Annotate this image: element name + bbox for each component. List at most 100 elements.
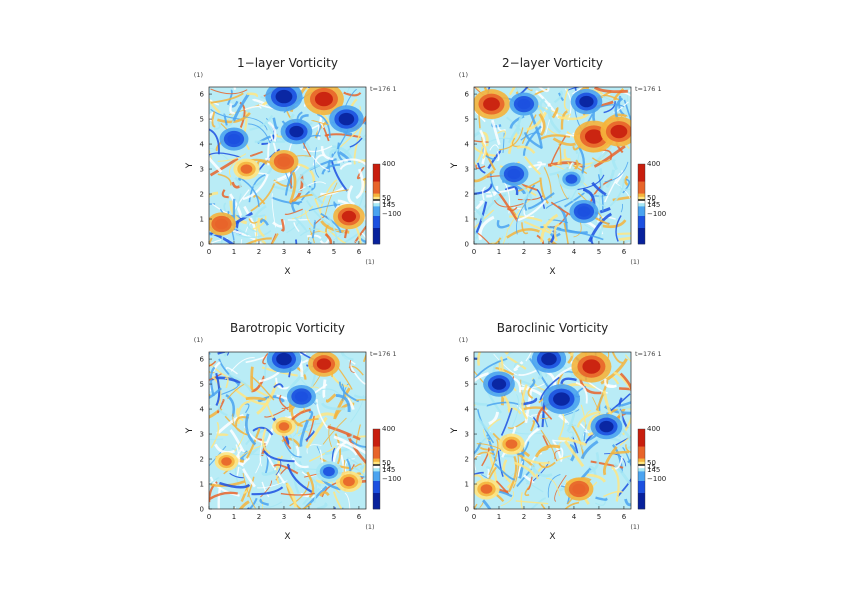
colorbar-band — [373, 203, 380, 207]
negative-vortex — [227, 133, 241, 145]
y-tick-label: 0 — [465, 506, 469, 514]
filament — [542, 409, 553, 420]
filament — [610, 466, 620, 502]
filament — [625, 354, 631, 363]
filament — [228, 373, 252, 392]
filament — [322, 379, 327, 399]
colorbar-band — [638, 481, 645, 494]
filament — [275, 87, 278, 89]
filament — [279, 394, 289, 411]
y-tick-label: 2 — [465, 456, 469, 464]
filament — [316, 502, 328, 509]
filament — [557, 113, 590, 121]
colorbar-band — [373, 481, 380, 494]
colorbar-band — [373, 461, 380, 465]
colorbar-band — [373, 199, 380, 202]
filament — [219, 481, 251, 489]
filament — [339, 162, 352, 170]
filament — [363, 462, 366, 467]
filament — [228, 159, 239, 178]
y-axis-label: Y — [185, 427, 195, 434]
filament — [567, 229, 604, 241]
filament — [327, 153, 335, 173]
filament — [545, 119, 551, 135]
filament — [218, 358, 240, 386]
colorbar-max-label: 400 — [647, 425, 660, 433]
negative-vortex — [553, 392, 570, 406]
filament — [496, 219, 510, 229]
filament — [298, 460, 322, 487]
colorbar-band — [638, 193, 645, 198]
filament — [491, 242, 496, 244]
filament — [495, 480, 510, 495]
colorbar-label: 145 — [382, 201, 395, 209]
positive-vortex — [582, 359, 601, 374]
filament — [598, 168, 604, 199]
filament — [324, 182, 338, 215]
filament — [488, 439, 499, 476]
panel-4: Baroclinic Vorticity (1) t=176 1 0 1 2 3 4 5 6 0 1 2… — [450, 321, 666, 542]
filament — [211, 111, 216, 128]
colorbar-label: 50 — [382, 194, 391, 202]
filament — [262, 428, 271, 455]
filament — [509, 215, 543, 223]
filament — [291, 205, 314, 220]
filament — [291, 201, 300, 213]
filament — [286, 463, 313, 494]
negative-vortex — [491, 378, 507, 390]
filament — [556, 454, 572, 463]
negative-vortex — [517, 98, 531, 110]
filament — [498, 236, 503, 244]
negative-vortex — [294, 391, 308, 402]
filament — [242, 472, 256, 509]
positive-vortex — [584, 129, 603, 144]
filament — [238, 500, 250, 509]
filament — [520, 193, 532, 204]
filament — [579, 422, 588, 433]
time-label: t=176 1 — [635, 85, 662, 93]
filament — [474, 402, 477, 407]
x-axis-label: X — [284, 267, 290, 277]
filament — [270, 233, 279, 244]
filament — [305, 416, 328, 449]
filament — [547, 106, 562, 134]
filament — [503, 352, 509, 355]
filament — [217, 173, 232, 186]
negative-vortex — [577, 206, 591, 217]
colorbar-band — [373, 458, 380, 463]
filament — [286, 363, 314, 392]
filament — [230, 357, 255, 372]
filament — [507, 407, 522, 415]
filament — [527, 192, 555, 210]
filament — [209, 438, 224, 440]
filament — [250, 150, 263, 157]
filament — [333, 387, 351, 420]
x-tick-label: 0 — [472, 513, 476, 521]
filament — [532, 416, 540, 428]
filament — [474, 503, 478, 509]
filament — [327, 228, 347, 244]
filament — [253, 165, 274, 188]
filament — [536, 234, 544, 244]
filament — [257, 217, 266, 238]
filament — [209, 128, 220, 155]
x-tick-label: 1 — [497, 248, 501, 256]
filament — [537, 369, 543, 380]
y-tick-label: 4 — [465, 141, 470, 149]
x-tick-label: 0 — [207, 513, 211, 521]
filament — [477, 352, 482, 366]
filament — [261, 469, 278, 476]
filament — [575, 381, 588, 404]
filament — [229, 103, 236, 115]
filament — [516, 199, 547, 222]
colorbar-band — [638, 465, 645, 469]
filament — [554, 474, 567, 502]
filament — [244, 403, 250, 414]
filament — [579, 378, 602, 395]
filament — [514, 461, 537, 478]
filament — [346, 433, 366, 464]
filament — [554, 450, 561, 462]
x-tick-label: 6 — [357, 513, 362, 521]
x-tick-label: 6 — [622, 248, 627, 256]
